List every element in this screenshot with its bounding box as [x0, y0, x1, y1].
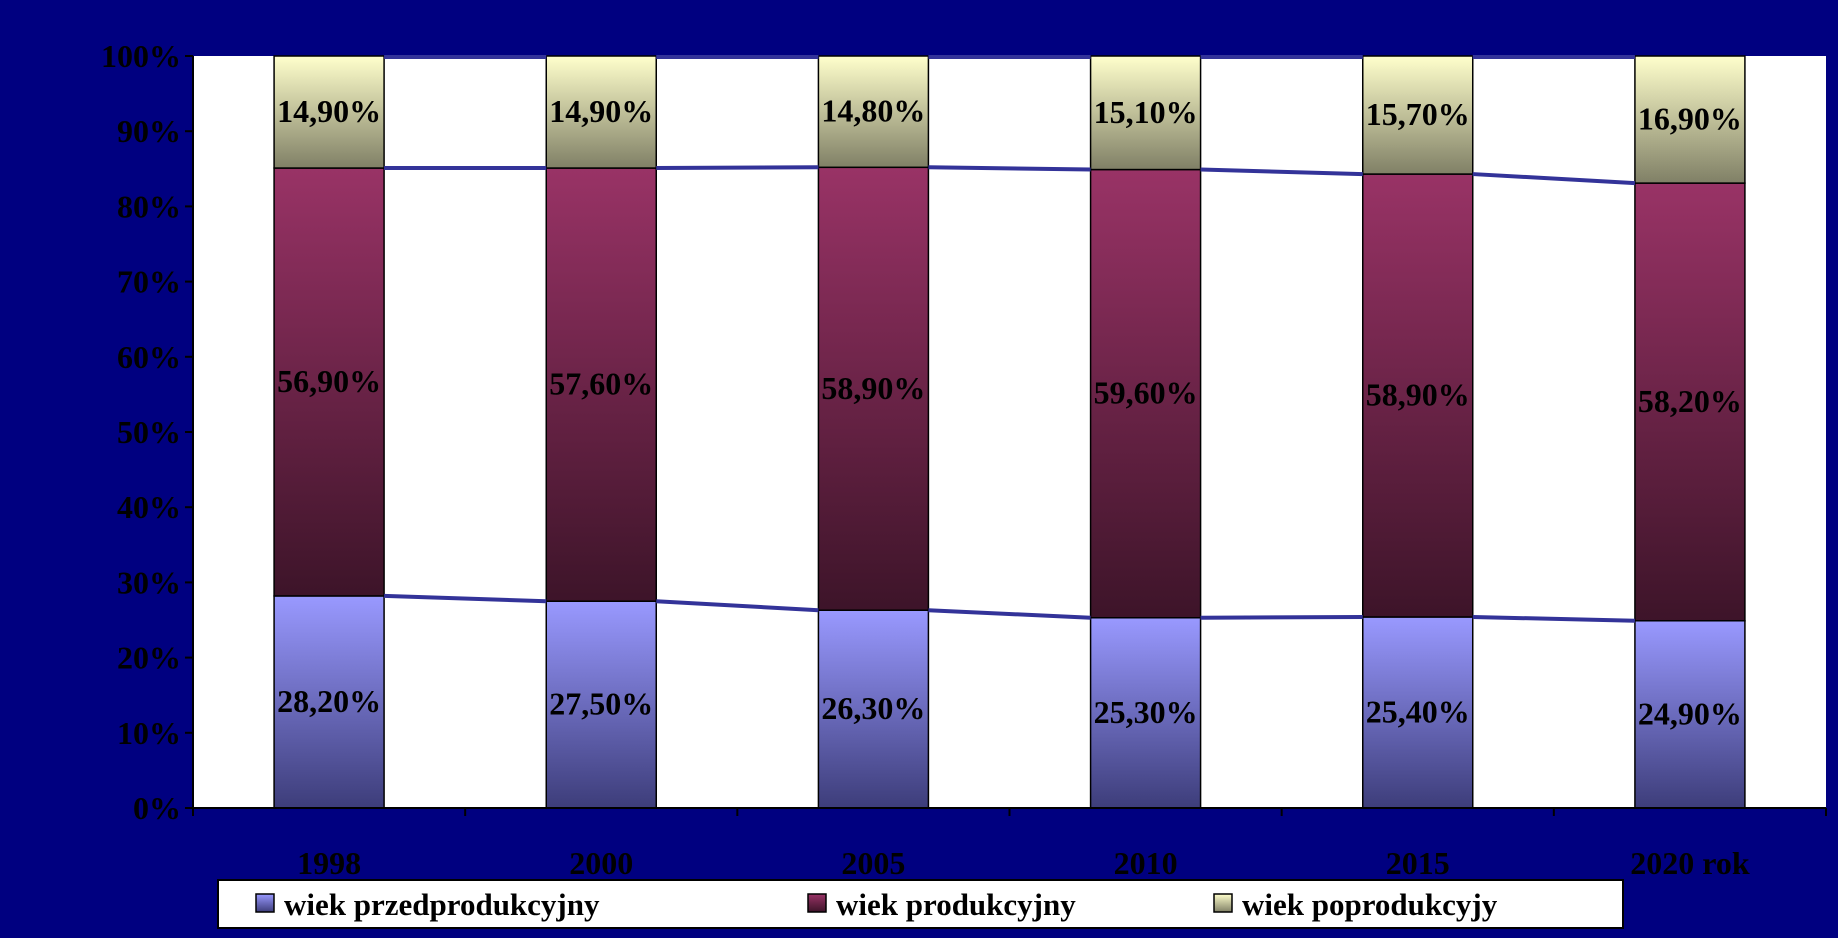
data-label-2-3: 15,10%: [1094, 94, 1198, 130]
bar-2-2: [817, 55, 930, 169]
bar-1-2: [817, 166, 930, 611]
bar-2-4: [1362, 55, 1474, 175]
y-tick-label-10: 100%: [101, 38, 181, 74]
bar-1-3: [1089, 168, 1202, 619]
y-tick-label-2: 20%: [117, 640, 181, 676]
data-label-1-2: 58,90%: [821, 370, 925, 406]
data-label-2-2: 14,80%: [821, 93, 925, 129]
y-tick-label-5: 50%: [117, 414, 181, 450]
data-label-1-1: 57,60%: [549, 366, 653, 402]
y-tick-label-0: 0%: [133, 790, 181, 826]
legend-swatch-1: [807, 893, 827, 913]
data-label-2-0: 14,90%: [277, 93, 381, 129]
data-label-1-5: 58,20%: [1638, 383, 1742, 419]
bar-1-0: [273, 167, 385, 597]
data-label-0-0: 28,20%: [277, 683, 381, 719]
data-label-0-1: 27,50%: [549, 686, 653, 722]
axes-group: 0% 10% 20% 30% 40% 50% 60% 70% 80% 90% 100% 1998 200…: [101, 38, 1827, 881]
legend-label-0: wiek przedprodukcyjny: [284, 887, 600, 922]
data-label-1-0: 56,90%: [277, 363, 381, 399]
series-line-0: [384, 593, 1635, 623]
data-label-2-5: 16,90%: [1638, 101, 1742, 137]
x-category-label-0: 1998: [297, 845, 361, 881]
data-label-1-4: 58,90%: [1366, 377, 1470, 413]
bar-2-5: [1634, 55, 1746, 184]
x-category-label-4: 2015: [1386, 845, 1450, 881]
bar-2-0: [273, 55, 385, 169]
y-tick-label-1: 10%: [117, 715, 181, 751]
y-tick-label-9: 90%: [117, 113, 181, 149]
bar-1-5: [1634, 182, 1746, 622]
legend-label-2: wiek poprodukcyjy: [1242, 887, 1498, 922]
bar-2-1: [545, 55, 657, 169]
data-labels-group: 28,20% 27,50% 26,30% 25,30% 25,40% 24,90% 56,9…: [277, 93, 1742, 732]
y-tick-label-6: 60%: [117, 339, 181, 375]
bar-1-4: [1362, 173, 1474, 618]
bar-1-1: [545, 167, 657, 602]
legend-swatch-2: [1213, 893, 1233, 913]
bar-0-2: [817, 609, 930, 809]
bar-0-3: [1089, 616, 1202, 809]
x-category-label-5: 2020 rok: [1630, 845, 1750, 881]
x-category-label-3: 2010: [1114, 845, 1178, 881]
data-label-0-2: 26,30%: [821, 690, 925, 726]
bars-group: [273, 55, 1746, 809]
legend: wiek przedprodukcyjny wiek produkcyjny wie…: [217, 879, 1624, 929]
bar-2-3: [1089, 55, 1202, 171]
y-tick-label-7: 70%: [117, 264, 181, 300]
bar-0-0: [273, 595, 385, 809]
data-label-2-1: 14,90%: [549, 93, 653, 129]
data-label-0-4: 25,40%: [1366, 693, 1470, 729]
data-label-2-4: 15,70%: [1366, 96, 1470, 132]
y-tick-label-3: 30%: [117, 564, 181, 600]
data-label-0-3: 25,30%: [1094, 694, 1198, 730]
series-lines-group: [384, 55, 1636, 623]
plot-area: [193, 56, 1826, 808]
x-category-label-1: 2000: [569, 845, 633, 881]
data-label-1-3: 59,60%: [1094, 375, 1198, 411]
y-tick-label-8: 80%: [117, 188, 181, 224]
legend-swatch-0: [255, 893, 275, 913]
y-tick-label-4: 40%: [117, 489, 181, 525]
x-category-label-2: 2005: [841, 845, 905, 881]
data-label-0-5: 24,90%: [1638, 695, 1742, 731]
legend-label-1: wiek produkcyjny: [836, 887, 1076, 922]
legend-box: [217, 879, 1624, 929]
series-line-1: [384, 165, 1636, 186]
